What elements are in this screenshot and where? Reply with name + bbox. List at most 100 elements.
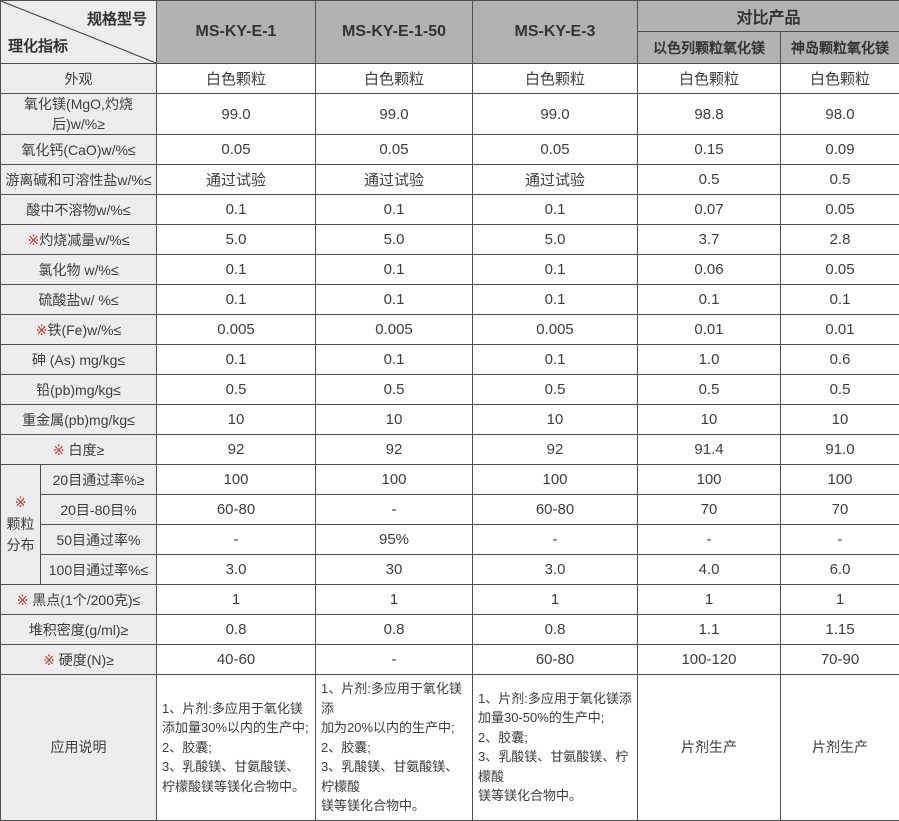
value-cell: 白色颗粒	[781, 64, 899, 94]
row-label-text: 氧化镁(MgO,灼烧后)w/%≥	[24, 96, 133, 132]
value-cell: 99.0	[473, 94, 638, 135]
star-marker: ※	[53, 442, 69, 458]
value-cell: 通过试验	[473, 165, 638, 195]
value-cell: 白色颗粒	[316, 64, 473, 94]
value-cell: 0.5	[316, 375, 473, 405]
value-cell: 0.1	[473, 255, 638, 285]
value-cell: 0.1	[157, 195, 316, 225]
star-marker: ※	[17, 592, 33, 608]
value-cell: 10	[638, 405, 781, 435]
application-cell: 1、片剂:多应用于氧化镁 添加量30%以内的生产中; 2、胶囊; 3、乳酸镁、甘…	[157, 675, 316, 821]
value-cell: 1	[638, 585, 781, 615]
row-label-text: 氧化钙(CaO)w/%≤	[21, 142, 135, 158]
compare-column-header-2: 神岛颗粒氧化镁	[781, 32, 899, 64]
row-label: 铅(pb)mg/kg≤	[1, 375, 157, 405]
table-header: 规格型号 理化指标 MS-KY-E-1 MS-KY-E-1-50 MS-KY-E…	[1, 1, 899, 64]
star-marker: ※	[43, 652, 59, 668]
value-cell: 0.1	[473, 345, 638, 375]
granule-row-label: 20目通过率%≥	[41, 465, 157, 495]
value-cell: 5.0	[473, 225, 638, 255]
row-label: 游离碱和可溶性盐w/%≤	[1, 165, 157, 195]
value-cell: 10	[473, 405, 638, 435]
value-cell: 0.05	[157, 135, 316, 165]
value-cell: -	[781, 525, 899, 555]
value-cell: 1	[781, 585, 899, 615]
value-cell: -	[316, 645, 473, 675]
star-marker: ※	[28, 232, 40, 248]
row-label: 堆积密度(g/ml)≥	[1, 615, 157, 645]
value-cell: 0.8	[157, 615, 316, 645]
value-cell: -	[316, 495, 473, 525]
value-cell: 98.0	[781, 94, 899, 135]
value-cell: 0.05	[781, 255, 899, 285]
value-cell: 92	[473, 435, 638, 465]
value-cell: 30	[316, 555, 473, 585]
value-cell: 1.15	[781, 615, 899, 645]
table-row: 50目通过率%-95%---	[1, 525, 899, 555]
value-cell: 5.0	[316, 225, 473, 255]
value-cell: 99.0	[316, 94, 473, 135]
value-cell: -	[638, 525, 781, 555]
value-cell: 0.1	[157, 285, 316, 315]
value-cell: 0.5	[638, 165, 781, 195]
application-cell: 片剂生产	[638, 675, 781, 821]
row-label: ※铁(Fe)w/%≤	[1, 315, 157, 345]
star-marker: ※	[36, 322, 48, 338]
value-cell: 0.09	[781, 135, 899, 165]
value-cell: 70	[638, 495, 781, 525]
value-cell: 0.005	[473, 315, 638, 345]
value-cell: 92	[316, 435, 473, 465]
value-cell: 100	[638, 465, 781, 495]
value-cell: 0.5	[781, 165, 899, 195]
row-label: ※ 硬度(N)≥	[1, 645, 157, 675]
value-cell: 70	[781, 495, 899, 525]
row-label-text: 铁(Fe)w/%≤	[47, 322, 121, 338]
value-cell: 60-80	[473, 495, 638, 525]
value-cell: 98.8	[638, 94, 781, 135]
row-label: ※灼烧减量w/%≤	[1, 225, 157, 255]
value-cell: 99.0	[157, 94, 316, 135]
value-cell: 1	[316, 585, 473, 615]
granule-label-line: 颗粒	[2, 514, 39, 536]
application-cell: 片剂生产	[781, 675, 899, 821]
row-label-text: 砷 (As) mg/kg≤	[32, 352, 125, 368]
value-cell: 0.5	[473, 375, 638, 405]
star-marker: ※	[2, 492, 39, 514]
row-label-text: 外观	[65, 71, 93, 87]
value-cell: 3.7	[638, 225, 781, 255]
value-cell: -	[157, 525, 316, 555]
value-cell: 1.1	[638, 615, 781, 645]
value-cell: 白色颗粒	[157, 64, 316, 94]
row-label-text: 铅(pb)mg/kg≤	[36, 382, 121, 398]
value-cell: 白色颗粒	[473, 64, 638, 94]
value-cell: 10	[157, 405, 316, 435]
value-cell: 0.5	[781, 375, 899, 405]
row-label-text: 硫酸盐w/ %≤	[38, 292, 118, 308]
compare-group-header: 对比产品	[638, 1, 899, 32]
granule-row-label: 100目通过率%≤	[41, 555, 157, 585]
value-cell: 0.8	[473, 615, 638, 645]
application-label: 应用说明	[1, 675, 157, 821]
row-label: 重金属(pb)mg/kg≤	[1, 405, 157, 435]
value-cell: 40-60	[157, 645, 316, 675]
row-label-text: 重金属(pb)mg/kg≤	[22, 412, 135, 428]
granule-label-line: 分布	[2, 535, 39, 557]
value-cell: 60-80	[157, 495, 316, 525]
value-cell: 0.06	[638, 255, 781, 285]
row-label-text: 黑点(1个/200克)≤	[32, 592, 140, 608]
value-cell: 0.15	[638, 135, 781, 165]
value-cell: 0.6	[781, 345, 899, 375]
value-cell: 0.005	[316, 315, 473, 345]
value-cell: 10	[781, 405, 899, 435]
value-cell: 0.1	[781, 285, 899, 315]
row-label-text: 游离碱和可溶性盐w/%≤	[5, 172, 151, 188]
